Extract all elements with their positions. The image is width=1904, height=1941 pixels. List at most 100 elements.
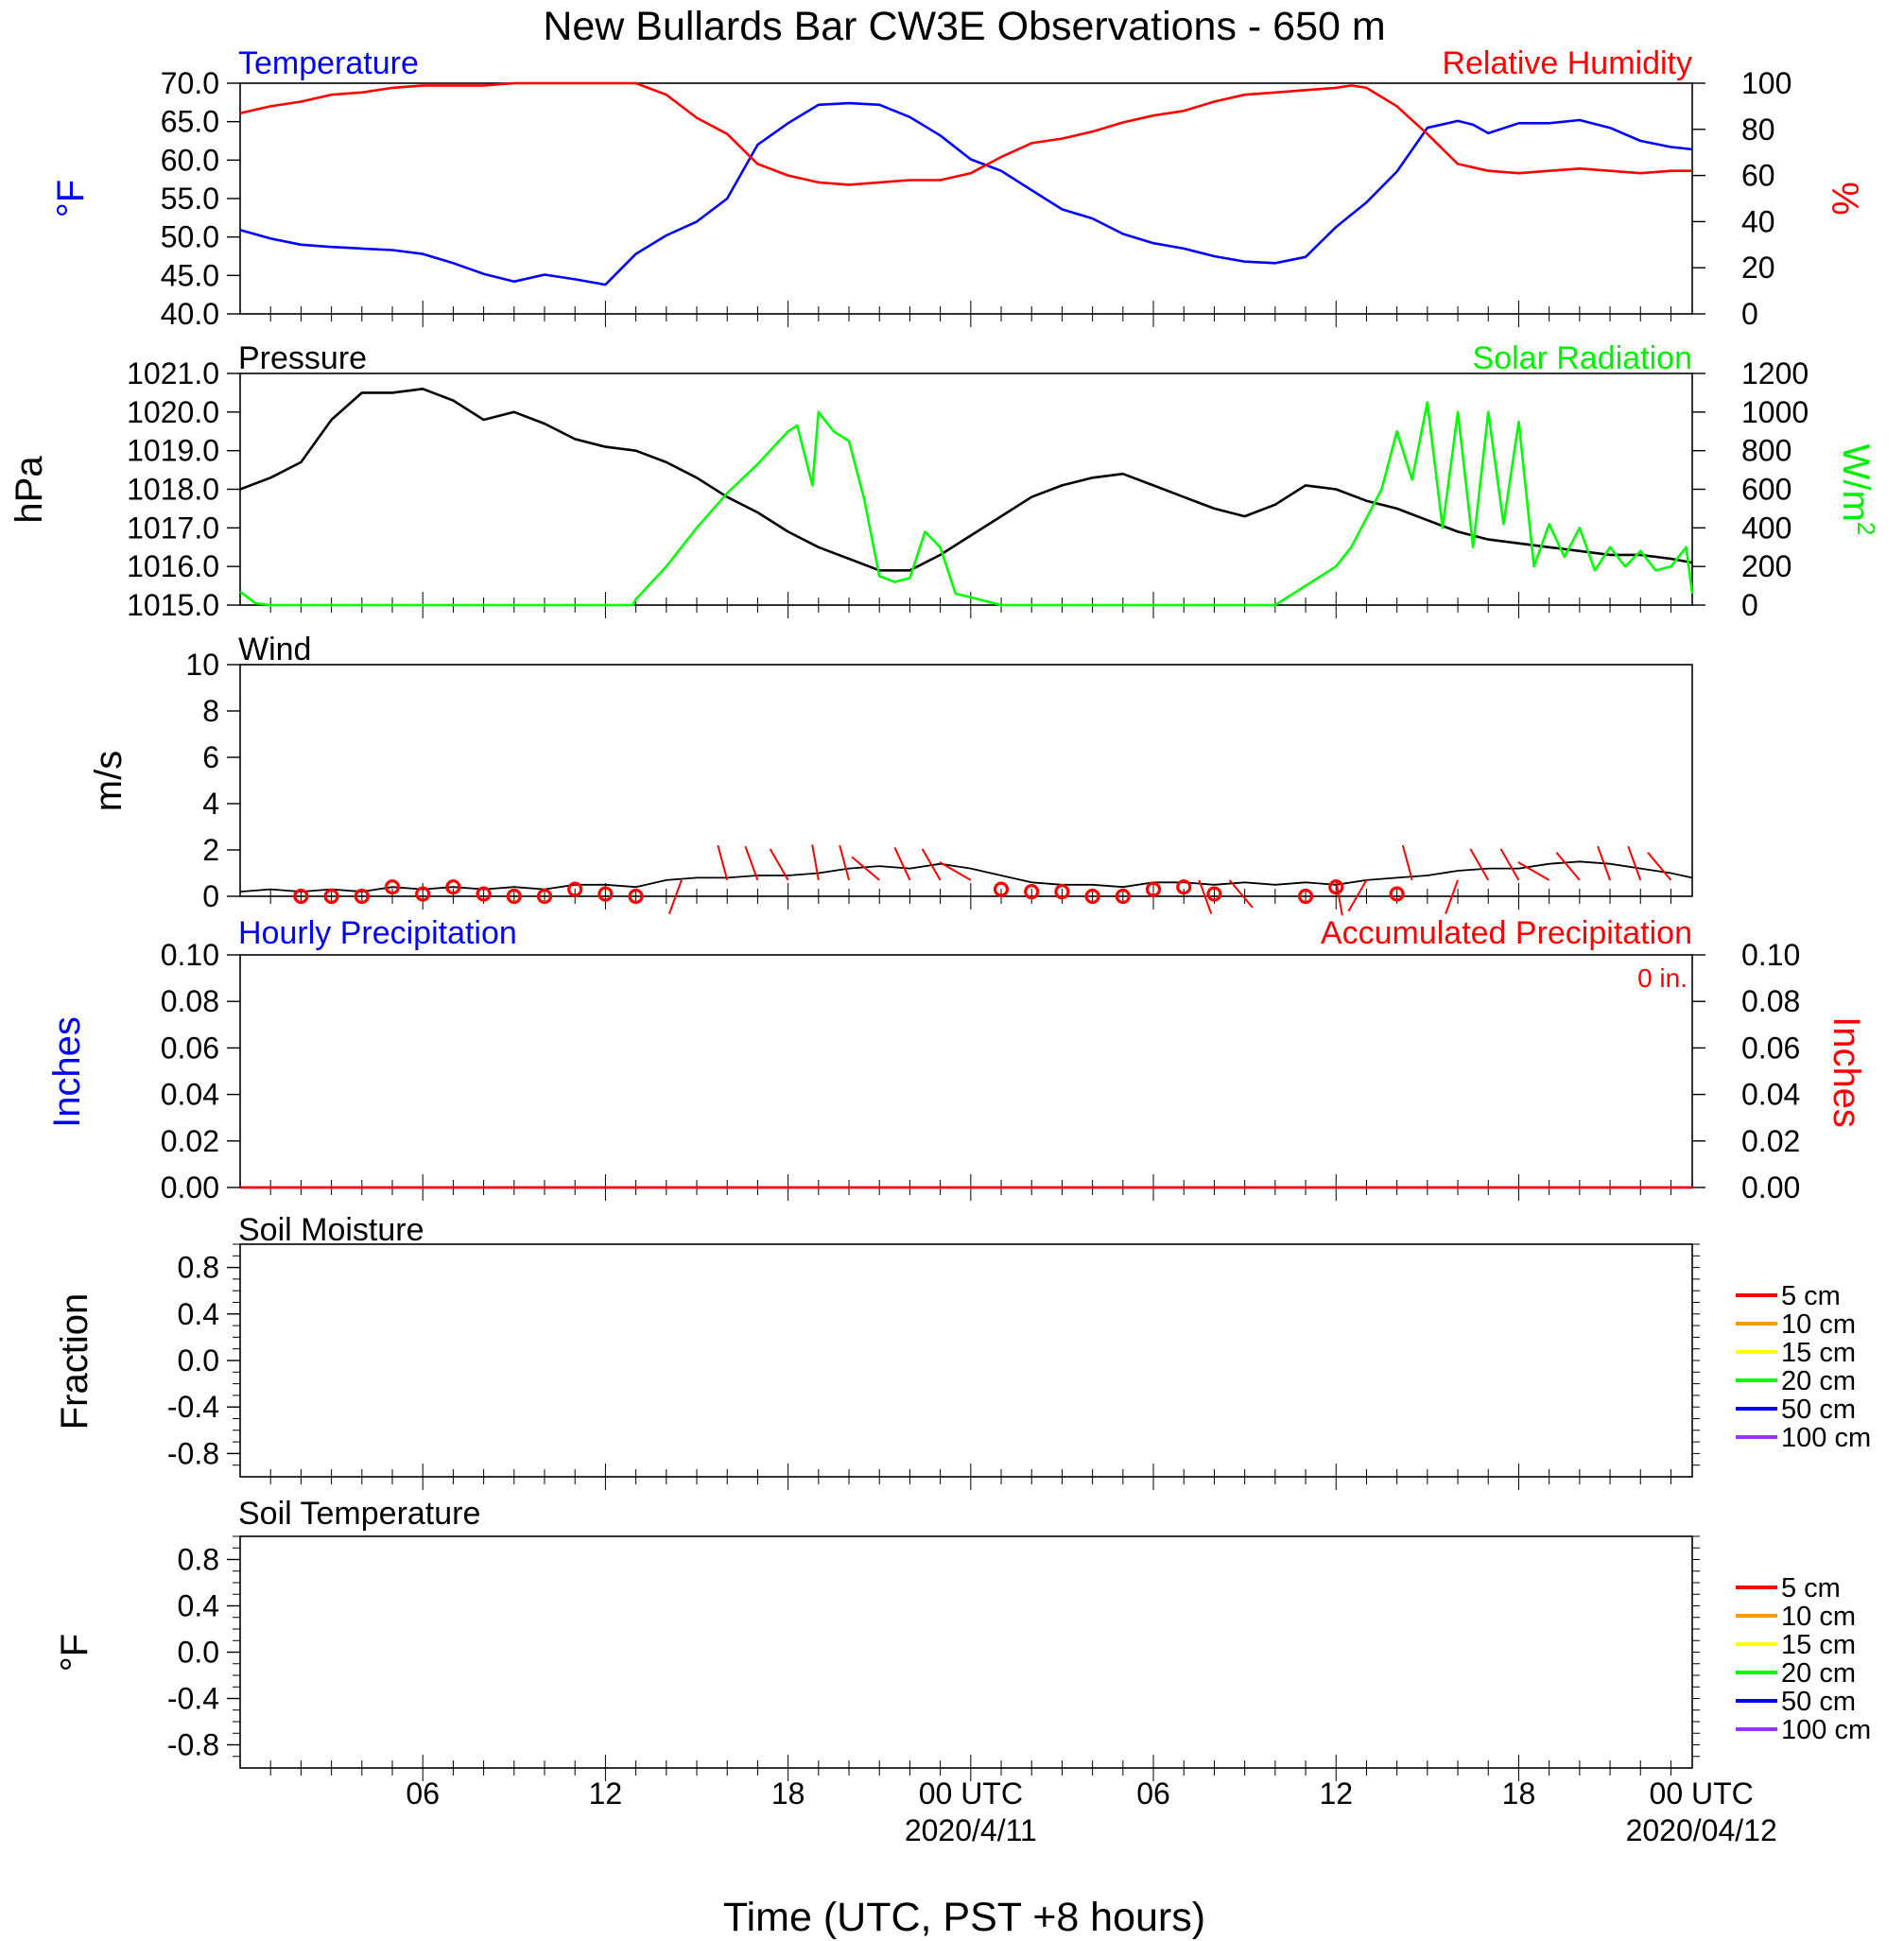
y-label-wind: m/s: [88, 751, 130, 811]
y-tick-label: -0.4: [167, 1390, 219, 1424]
panel-title-temperature: Temperature: [238, 45, 419, 81]
plot-frame: [239, 954, 1693, 1188]
wind-barb: [1445, 879, 1459, 914]
wind-barb: [1228, 879, 1254, 909]
series-line-solar-radiation: [239, 401, 1694, 607]
wind-barb: [1647, 852, 1672, 881]
x-tick-label: 00 UTC: [1650, 1776, 1754, 1811]
x-minor-ticks: [269, 1755, 1671, 1781]
wind-barb: [1198, 879, 1213, 914]
y-label-hourly-precip: Inches: [46, 1016, 88, 1128]
y-tick-label: 8: [202, 694, 219, 728]
wind-barb: [851, 856, 880, 881]
wind-barb: [1335, 879, 1343, 916]
y-label-solar-unit: W/m: [1835, 444, 1877, 522]
legend-label: 100 cm: [1781, 1423, 1871, 1453]
legend-label: 15 cm: [1781, 1630, 1856, 1660]
y-tick-label: 1016.0: [127, 549, 219, 583]
y-tick-label: 1021.0: [127, 356, 219, 390]
y-tick-label: 1019.0: [127, 434, 219, 468]
wind-calm-marker: [1145, 881, 1162, 897]
x-minor-ticks: [269, 1464, 1671, 1490]
wind-calm-marker: [384, 879, 401, 895]
y-tick-label-right: 0.04: [1741, 1078, 1800, 1112]
wind-calm-marker: [536, 888, 553, 905]
wind-barb: [1597, 845, 1611, 881]
wind-barb: [1517, 861, 1550, 881]
wind-barb: [1499, 848, 1520, 881]
y-tick-label-right: 0.00: [1741, 1170, 1800, 1204]
wind-calm-marker: [1024, 883, 1040, 900]
y-tick-label: 10: [185, 648, 219, 682]
y-tick-label: 0.8: [178, 1543, 219, 1577]
y-tick-label: 1017.0: [127, 511, 219, 545]
y-tick-label: 0.4: [178, 1589, 219, 1623]
wind-calm-marker: [476, 886, 492, 902]
y-tick-label: -0.8: [167, 1728, 219, 1762]
y-tick-label: 40.0: [161, 297, 219, 331]
wind-calm-marker: [993, 881, 1010, 897]
y-tick-label: 0.02: [161, 1124, 219, 1158]
panel-precipitation: Hourly Precipitation Accumulated Precipi…: [46, 915, 1867, 1128]
y-tick-label: 0.10: [161, 938, 219, 972]
legend-label: 20 cm: [1781, 1366, 1856, 1396]
y-tick-label-right: 20: [1741, 251, 1775, 285]
y-tick-label-right: 0: [1741, 588, 1758, 622]
panel-title-wind: Wind: [238, 632, 311, 667]
plot-frame: [239, 1535, 1693, 1769]
y-tick-label: -0.4: [167, 1682, 219, 1716]
panel-title-accumulated-precip: Accumulated Precipitation: [1321, 915, 1692, 951]
wind-calm-marker: [628, 888, 644, 905]
wind-barb: [939, 861, 972, 881]
y-tick-label-right: 0: [1741, 297, 1758, 331]
y-tick-label-right: 200: [1741, 549, 1791, 583]
series-line-pressure: [239, 387, 1693, 572]
y-label-soil-temperature: °F: [54, 1634, 95, 1672]
y-label-solar: W/m2: [1835, 444, 1880, 536]
panel-temperature-humidity: Temperature Relative Humidity °F %: [50, 45, 1865, 217]
plot-frame: [239, 82, 1693, 315]
legend-label: 50 cm: [1781, 1395, 1856, 1425]
panel-soil-moisture: Soil Moisture Fraction: [54, 1212, 424, 1430]
y-tick-label-right: 60: [1741, 159, 1775, 193]
y-tick-label: 0.04: [161, 1078, 219, 1112]
legend-label: 20 cm: [1781, 1658, 1856, 1689]
y-label-accumulated-precip: Inches: [1826, 1016, 1867, 1128]
wind-calm-marker: [1115, 888, 1131, 905]
y-tick-label-right: 0.06: [1741, 1031, 1800, 1065]
series-line-temperature: [239, 101, 1693, 286]
legend-label: 5 cm: [1781, 1573, 1841, 1603]
y-tick-label: 50.0: [161, 220, 219, 254]
wind-barb: [744, 845, 759, 881]
x-tick-label: 00 UTC: [919, 1776, 1023, 1811]
x-date-label: 2020/04/12: [1626, 1813, 1777, 1847]
y-label-temperature: °F: [50, 180, 92, 217]
wind-calm-marker: [415, 886, 431, 902]
wind-calm-marker: [1054, 883, 1070, 900]
x-tick-label: 18: [1502, 1776, 1536, 1811]
plot-frame: [239, 373, 1693, 606]
y-label-pressure: hPa: [9, 456, 50, 524]
wind-barb: [1627, 845, 1642, 881]
wind-barb: [1555, 852, 1581, 881]
y-tick-label-right: 0.02: [1741, 1124, 1800, 1158]
y-tick-label: 1018.0: [127, 473, 219, 507]
figure-title: New Bullards Bar CW3E Observations - 650…: [543, 4, 1385, 49]
x-date-label: 2020/4/11: [905, 1813, 1037, 1847]
wind-barb: [717, 844, 729, 881]
y-tick-label: 0.4: [178, 1297, 219, 1331]
wind-calm-marker: [1297, 888, 1314, 905]
x-tick-label: 18: [771, 1776, 805, 1811]
wind-barb: [1347, 879, 1368, 912]
wind-calm-marker: [506, 888, 522, 905]
wind-barb: [921, 848, 942, 881]
y-tick-label-right: 400: [1741, 511, 1791, 545]
plot-layer: 70.065.060.055.050.045.040.0100806040200…: [127, 66, 1871, 1847]
wind-calm-marker: [1084, 888, 1100, 905]
legend-label: 15 cm: [1781, 1338, 1856, 1368]
y-tick-label-right: 0.10: [1741, 938, 1800, 972]
y-tick-label: 6: [202, 740, 219, 774]
wind-calm-marker: [567, 881, 583, 897]
wind-barb: [839, 844, 850, 881]
